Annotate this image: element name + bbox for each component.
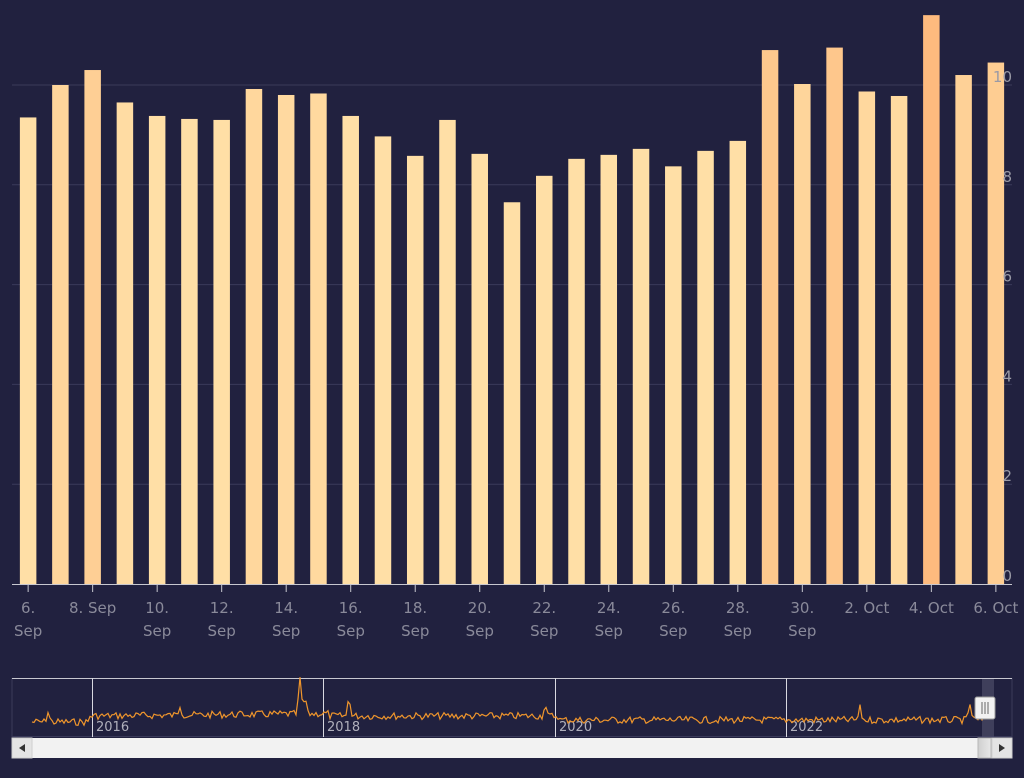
x-tick-label: 10. — [145, 599, 169, 617]
navigator-year-label: 2022 — [790, 720, 823, 735]
bar[interactable] — [568, 158, 585, 584]
x-tick-label: 30. — [790, 599, 814, 617]
navigator-year-label: 2020 — [559, 720, 592, 735]
scrollbar[interactable] — [11, 737, 1013, 759]
y-tick-label: 10 — [993, 68, 1012, 86]
bar[interactable] — [665, 166, 682, 584]
bar[interactable] — [600, 154, 618, 585]
bar[interactable] — [342, 115, 359, 584]
bar[interactable] — [858, 91, 876, 585]
scrollbar-thumb[interactable] — [977, 737, 992, 759]
bar[interactable] — [890, 95, 908, 584]
y-axis-labels: 0 2 4 6 8 10 — [993, 68, 1012, 585]
x-tick-label: Sep — [143, 622, 171, 640]
y-tick-label: 2 — [1002, 467, 1012, 485]
bar[interactable] — [794, 84, 811, 584]
bar[interactable] — [213, 119, 230, 585]
bar[interactable] — [406, 155, 424, 585]
x-axis-labels: 6. Sep 8. Sep 10. Sep 12. Sep 14. Sep 16. Sep 18. Se… — [14, 584, 1018, 640]
x-tick-label: 4. Oct — [909, 599, 954, 617]
x-tick-label: Sep — [788, 622, 816, 640]
y-tick-label: 4 — [1002, 367, 1012, 385]
bar-series — [19, 15, 1005, 585]
x-tick-label: Sep — [466, 622, 494, 640]
x-tick-label: 26. — [661, 599, 685, 617]
y-tick-label: 8 — [1002, 168, 1012, 186]
x-tick-label: 22. — [532, 599, 556, 617]
bar[interactable] — [116, 102, 134, 585]
bar[interactable] — [632, 148, 650, 584]
navigator-series-line — [31, 677, 985, 727]
x-tick-label: Sep — [337, 622, 365, 640]
bar[interactable] — [52, 85, 69, 584]
bar[interactable] — [439, 119, 456, 585]
x-tick-label: 8. Sep — [69, 599, 116, 617]
navigator-year-label: 2016 — [96, 720, 129, 735]
x-tick-label: Sep — [14, 622, 42, 640]
y-tick-label: 0 — [1002, 567, 1012, 585]
x-tick-label: Sep — [272, 622, 300, 640]
bar[interactable] — [471, 153, 488, 585]
navigator-outline — [11, 678, 1013, 737]
x-tick-label: Sep — [595, 622, 623, 640]
x-tick-label: 24. — [597, 599, 621, 617]
bar[interactable] — [826, 47, 843, 584]
x-tick-label: 14. — [274, 599, 298, 617]
x-tick-label: Sep — [401, 622, 429, 640]
x-tick-label: Sep — [208, 622, 236, 640]
bar[interactable] — [374, 136, 392, 584]
x-tick-label: 6. — [21, 599, 35, 617]
x-tick-label: 2. Oct — [844, 599, 889, 617]
navigator-year-grid: 2016 2018 2020 2022 — [92, 678, 823, 737]
x-tick-label: 20. — [468, 599, 492, 617]
bar[interactable] — [955, 75, 972, 585]
x-tick-label: Sep — [530, 622, 558, 640]
bar[interactable] — [245, 88, 263, 585]
bar[interactable] — [761, 50, 779, 584]
x-tick-label: 18. — [403, 599, 427, 617]
bar[interactable] — [84, 70, 101, 584]
bar[interactable] — [310, 93, 327, 584]
x-tick-label: 6. Oct — [973, 599, 1018, 617]
navigator[interactable]: 2016 2018 2020 2022 — [11, 677, 1013, 737]
x-tick-label: Sep — [724, 622, 752, 640]
x-tick-label: 12. — [210, 599, 234, 617]
navigator-year-label: 2018 — [327, 720, 360, 735]
bar[interactable] — [729, 140, 747, 584]
bar[interactable] — [503, 202, 521, 584]
x-tick-label: 16. — [339, 599, 363, 617]
bar[interactable] — [923, 15, 940, 584]
bar[interactable] — [277, 94, 295, 584]
scrollbar-track[interactable] — [12, 738, 1012, 758]
bar[interactable] — [19, 117, 37, 584]
x-tick-label: 28. — [726, 599, 750, 617]
bar[interactable] — [536, 175, 553, 584]
bar[interactable] — [181, 118, 198, 585]
scroll-left-arrow-icon — [19, 744, 25, 752]
bar[interactable] — [148, 115, 166, 584]
bar[interactable] — [987, 62, 1005, 585]
scroll-right-arrow-icon — [999, 744, 1005, 752]
bar[interactable] — [697, 150, 714, 584]
x-tick-label: Sep — [659, 622, 687, 640]
y-tick-label: 6 — [1002, 268, 1012, 286]
